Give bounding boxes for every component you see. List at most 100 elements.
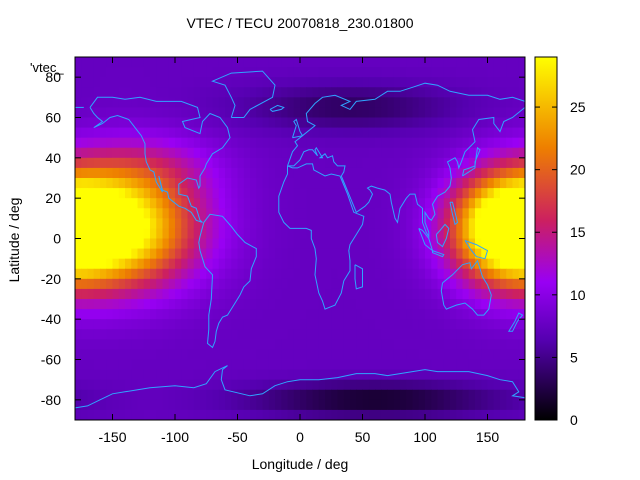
heatmap-cell xyxy=(75,147,82,159)
heatmap-cell xyxy=(362,157,370,169)
heatmap-cell xyxy=(118,117,126,129)
heatmap-cell xyxy=(293,399,301,411)
heatmap-cell xyxy=(300,178,307,189)
heatmap-cell xyxy=(312,349,320,360)
heatmap-cell xyxy=(437,218,445,229)
heatmap-cell xyxy=(162,238,170,250)
heatmap-cell xyxy=(487,117,495,129)
heatmap-cell xyxy=(431,349,438,360)
heatmap-cell xyxy=(406,369,413,381)
heatmap-cell xyxy=(350,369,357,381)
heatmap-cell xyxy=(250,278,257,290)
heatmap-cell xyxy=(312,127,320,139)
heatmap-cell xyxy=(468,389,476,401)
heatmap-cell xyxy=(387,379,395,391)
heatmap-cell xyxy=(450,117,457,129)
heatmap-cell xyxy=(81,329,88,340)
heatmap-cell xyxy=(418,147,426,159)
heatmap-cell xyxy=(306,238,313,250)
heatmap-cell xyxy=(112,369,120,381)
heatmap-cell xyxy=(75,258,82,270)
heatmap-cell xyxy=(112,278,120,290)
heatmap-cell xyxy=(350,127,357,139)
heatmap-cell xyxy=(275,208,282,219)
heatmap-cell xyxy=(106,379,113,391)
heatmap-cell xyxy=(243,399,251,411)
heatmap-cell xyxy=(456,127,463,139)
heatmap-cell xyxy=(481,208,488,219)
heatmap-cell xyxy=(425,379,432,391)
heatmap-cell xyxy=(225,107,232,118)
heatmap-cell xyxy=(293,137,301,149)
heatmap-cell xyxy=(193,67,201,78)
heatmap-cell xyxy=(162,57,170,68)
heatmap-cell xyxy=(412,319,420,330)
heatmap-cell xyxy=(93,339,101,350)
heatmap-cell xyxy=(506,258,513,270)
heatmap-cell xyxy=(156,218,163,229)
heatmap-cell xyxy=(331,379,338,391)
x-axis-label: Longitude / deg xyxy=(251,456,349,472)
heatmap-cell xyxy=(250,329,257,340)
heatmap-cell xyxy=(325,379,332,391)
heatmap-cell xyxy=(431,409,438,421)
heatmap-cell xyxy=(275,339,282,350)
heatmap-cell xyxy=(193,339,201,350)
heatmap-cell xyxy=(125,208,132,219)
heatmap-cell xyxy=(400,67,407,78)
heatmap-cell xyxy=(487,309,495,320)
heatmap-cell xyxy=(518,258,526,270)
heatmap-cell xyxy=(268,157,276,169)
heatmap-cell xyxy=(256,288,263,300)
heatmap-cell xyxy=(312,167,320,179)
heatmap-cell xyxy=(481,87,488,98)
heatmap-cell xyxy=(443,309,451,320)
heatmap-cell xyxy=(375,117,382,129)
heatmap-cell xyxy=(200,399,207,411)
heatmap-cell xyxy=(112,409,120,421)
heatmap-cell xyxy=(187,369,195,381)
heatmap-cell xyxy=(512,218,520,229)
heatmap-cell xyxy=(81,117,88,129)
heatmap-cell xyxy=(406,57,413,68)
heatmap-cell xyxy=(175,97,182,108)
heatmap-cell xyxy=(112,137,120,149)
heatmap-cell xyxy=(418,127,426,139)
heatmap-cell xyxy=(225,67,232,78)
heatmap-cell xyxy=(206,97,213,108)
heatmap-cell xyxy=(493,399,501,411)
heatmap-cell xyxy=(275,278,282,290)
heatmap-cell xyxy=(400,228,407,239)
heatmap-cell xyxy=(293,349,301,360)
heatmap-cell xyxy=(431,238,438,250)
heatmap-cell xyxy=(137,137,145,149)
heatmap-cell xyxy=(493,319,501,330)
heatmap-cell xyxy=(318,167,326,179)
heatmap-cell xyxy=(331,178,338,189)
heatmap-cell xyxy=(156,87,163,98)
heatmap-cell xyxy=(181,299,188,310)
heatmap-cell xyxy=(143,258,151,270)
heatmap-cell xyxy=(468,359,476,371)
heatmap-cell xyxy=(181,288,188,300)
heatmap-cell xyxy=(500,178,507,189)
heatmap-cell xyxy=(381,288,388,300)
heatmap-cell xyxy=(481,137,488,149)
heatmap-cell xyxy=(493,339,501,350)
heatmap-cell xyxy=(262,57,270,68)
heatmap-cell xyxy=(243,268,251,280)
heatmap-cell xyxy=(243,127,251,139)
heatmap-cell xyxy=(100,309,107,320)
heatmap-cell xyxy=(293,147,301,159)
heatmap-cell xyxy=(187,299,195,310)
heatmap-cell xyxy=(231,228,238,239)
x-tick-label: 0 xyxy=(296,429,304,445)
heatmap-cell xyxy=(493,389,501,401)
heatmap-cell xyxy=(343,319,351,330)
heatmap-cell xyxy=(500,379,507,391)
heatmap-cell xyxy=(256,339,263,350)
heatmap-cell xyxy=(143,57,151,68)
heatmap-cell xyxy=(281,319,288,330)
heatmap-cell xyxy=(125,178,132,189)
heatmap-cell xyxy=(400,409,407,421)
